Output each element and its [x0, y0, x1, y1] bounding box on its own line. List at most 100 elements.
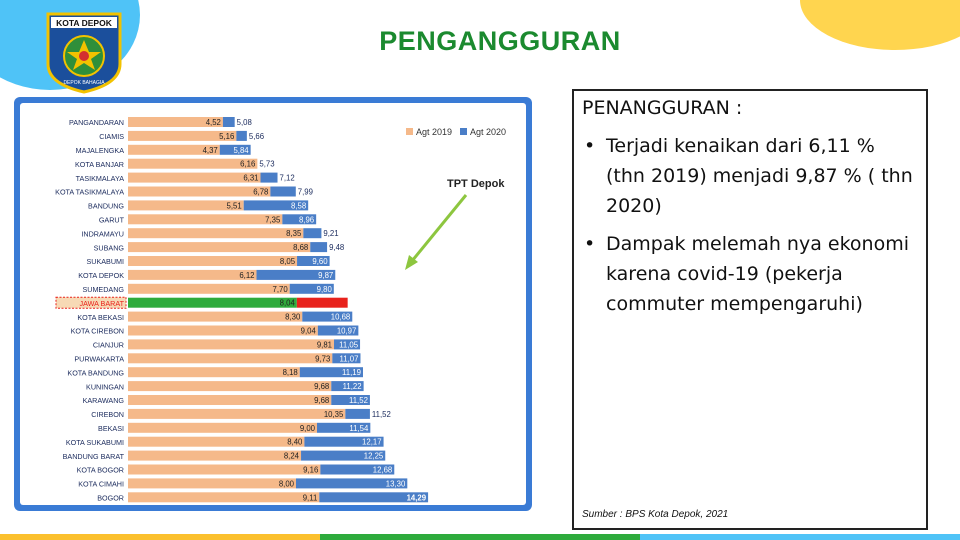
- bar-2019: [128, 492, 320, 503]
- data-label-2019: 8,68: [293, 243, 308, 252]
- source-note: Sumber : BPS Kota Depok, 2021: [582, 509, 729, 520]
- data-label-2019: 8,18: [283, 368, 298, 377]
- bar-2019: [128, 367, 300, 378]
- bar-2019: [128, 325, 318, 336]
- bar-2020: [260, 172, 278, 183]
- bar-2020: [219, 144, 251, 155]
- data-label-2019: 5,51: [227, 201, 242, 210]
- data-label-2020: 9,87: [318, 271, 333, 280]
- legend-swatch-2020: [460, 128, 467, 135]
- category-label: KOTA BEKASI: [77, 313, 124, 322]
- category-label: SUMEDANG: [82, 285, 124, 294]
- data-label-2019: 9,68: [314, 396, 329, 405]
- category-label: MAJALENGKA: [76, 146, 125, 155]
- data-label-2020: 8,96: [299, 215, 314, 224]
- bar-2019: [128, 283, 290, 294]
- category-label: SUKABUMI: [86, 257, 124, 266]
- bar-2020: [317, 422, 371, 433]
- data-label-2020: 12,17: [362, 438, 382, 447]
- data-label-2020: 7,99: [298, 188, 313, 197]
- category-label: CIAMIS: [99, 132, 124, 141]
- bar-2019: [128, 311, 303, 322]
- data-label-2020: 11,54: [349, 424, 369, 433]
- category-label: CIANJUR: [93, 341, 124, 350]
- data-label-2020: 7,12: [280, 174, 295, 183]
- summary-list: Terjadi kenaikan dari 6,11 % (thn 2019) …: [582, 131, 918, 319]
- bar-2020: [334, 339, 361, 350]
- bar-2019: [128, 436, 305, 447]
- data-label-2019: 5,16: [219, 132, 234, 141]
- category-label: KARAWANG: [83, 396, 125, 405]
- data-label-2019: 4,37: [203, 146, 218, 155]
- bar-2020: [256, 269, 336, 280]
- category-label: KOTA DEPOK: [78, 271, 124, 280]
- category-label: KOTA BOGOR: [77, 466, 124, 475]
- data-label-2019: 8,30: [285, 313, 301, 322]
- data-label-2020: 11,52: [372, 410, 391, 419]
- data-label-2020: 14,29: [407, 493, 427, 502]
- bar-2019: [128, 130, 237, 141]
- decor-bottom-bar: [0, 534, 960, 540]
- data-label-2019: 8,00: [279, 479, 295, 488]
- summary-bullet: Dampak melemah nya ekonomi karena covid-…: [582, 229, 918, 319]
- category-label: BOGOR: [97, 494, 124, 503]
- data-label-2020: 5,08: [237, 118, 252, 127]
- bar-2020: [331, 381, 364, 392]
- summary-heading: PENANGGURAN :: [582, 97, 743, 119]
- data-label-2019: 9,11: [303, 493, 318, 502]
- bar-2019: [128, 269, 257, 280]
- data-label-2020: 5,84: [233, 146, 249, 155]
- data-label-2019: 4,52: [206, 118, 221, 127]
- data-label-2020: 9,21: [323, 229, 338, 238]
- data-label-2020: 9,80: [317, 285, 333, 294]
- category-label: PANGANDARAN: [69, 118, 124, 127]
- data-label-2020: 10,68: [331, 313, 351, 322]
- category-label: BEKASI: [98, 424, 124, 433]
- category-label: BANDUNG BARAT: [63, 452, 125, 461]
- kota-depok-logo: KOTA DEPOK DEPOK BAHAGIA: [46, 12, 122, 94]
- bar-2019: [128, 117, 223, 127]
- category-label: KUNINGAN: [86, 382, 124, 391]
- data-label-2020: 9,60: [312, 257, 328, 266]
- data-label-2019: 8,24: [284, 452, 300, 461]
- data-label-2019: 6,78: [253, 188, 268, 197]
- bar-2019: [128, 144, 220, 155]
- data-label-2019: 10,35: [324, 410, 344, 419]
- bar-2020: [282, 214, 317, 225]
- data-label-2019: 8,40: [287, 438, 303, 447]
- category-label: KOTA CIMAHI: [78, 480, 124, 489]
- logo-text: KOTA DEPOK: [56, 18, 113, 28]
- data-label-2020: 11,19: [342, 368, 361, 377]
- bar-2019: [128, 478, 296, 489]
- bar-2020: [243, 200, 309, 211]
- annotation-arrow-head: [405, 255, 418, 270]
- data-label-2020: 5,73: [259, 160, 274, 169]
- bar-2019: [128, 464, 321, 475]
- data-label-2019: 9,00: [300, 424, 316, 433]
- legend-swatch-2019: [406, 128, 413, 135]
- category-label: SUBANG: [94, 243, 125, 252]
- bar-2019: [128, 256, 298, 266]
- data-label-2020: 12,25: [364, 452, 384, 461]
- category-label: INDRAMAYU: [81, 229, 124, 238]
- category-label: TASIKMALAYA: [76, 174, 125, 183]
- page-title: PENGANGGURAN: [379, 26, 621, 56]
- decor-blob-yellow: [800, 0, 960, 50]
- category-label: JAWA BARAT: [80, 299, 125, 308]
- data-label-2020: 11,52: [349, 396, 368, 405]
- legend-label-2019: Agt 2019: [416, 127, 452, 137]
- data-label-2020: 8,58: [291, 201, 306, 210]
- bar-2019: [128, 339, 335, 350]
- unemployment-bar-chart: Agt 2019 Agt 2020 TPT Depok PANGANDARAN 4…: [55, 117, 506, 503]
- data-label-2019: 8,35: [286, 229, 302, 238]
- bar-2019: [128, 228, 304, 239]
- legend-label-2020: Agt 2020: [470, 127, 506, 137]
- data-label-2020: 10,97: [337, 327, 357, 336]
- bar-2020: [222, 117, 235, 127]
- data-label-2019: 9,04: [301, 327, 317, 336]
- bar-2019: [128, 172, 261, 183]
- logo-bottom-text: DEPOK BAHAGIA: [63, 80, 105, 86]
- category-label: KOTA TASIKMALAYA: [55, 188, 124, 197]
- data-label-2020: 9,48: [329, 243, 344, 252]
- category-label: CIREBON: [91, 410, 124, 419]
